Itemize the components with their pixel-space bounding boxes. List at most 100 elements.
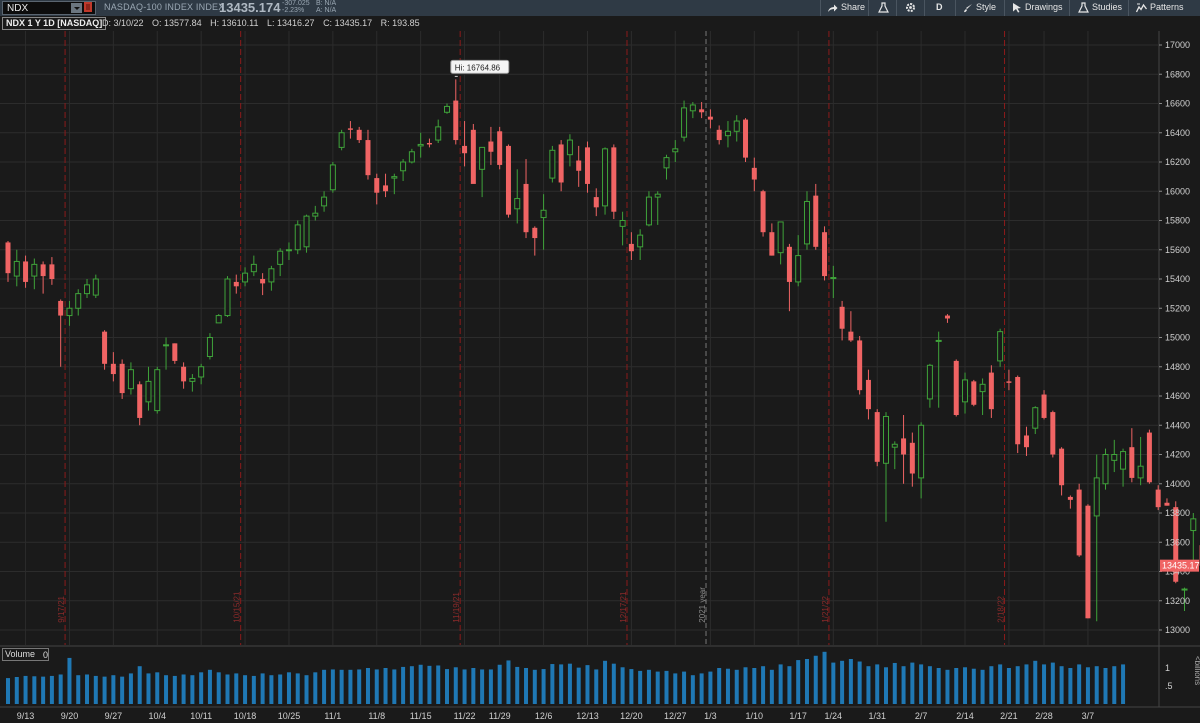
candle-body [979,383,986,393]
volume-bar [286,672,291,704]
candle-body [198,366,205,378]
volume-bar [260,673,265,704]
studies-button[interactable]: Studies [1078,0,1122,16]
volume-bar [190,675,195,704]
candle-body [523,183,529,233]
symbol-dropdown-icon[interactable] [71,3,82,13]
candle-body [532,227,538,239]
candle-body [347,128,353,130]
volume-bar [524,668,529,704]
volume-bar [497,664,502,704]
candle-body [119,363,125,394]
x-tick-label: 2/7 [915,711,928,721]
date-readout: D: 3/10/22 [102,18,144,28]
candle-body [58,300,64,316]
y-tick-label: 16400 [1165,128,1190,138]
x-tick-label: 1/10 [746,711,764,721]
volume-bar [207,669,212,704]
volume-bar [875,664,880,704]
candle-body [400,161,407,172]
aggregation-button[interactable]: D [936,2,943,12]
candle-body [944,315,950,319]
candle-body [926,364,933,400]
volume-bar [216,672,221,704]
y-tick-label: 14000 [1165,479,1190,489]
volume-bar [23,675,28,704]
cursor-icon [1013,3,1021,13]
candle-body [1111,454,1118,461]
volume-bar [436,665,441,704]
candle-body [1015,376,1021,445]
separator [1004,0,1005,16]
candle-body [962,379,969,403]
candle-body [909,442,915,474]
share-button[interactable]: Share [827,0,865,16]
period-marker-label: 1/21/22 [821,595,830,622]
patterns-label: Patterns [1150,2,1184,12]
volume-bar [840,660,845,704]
price-chart[interactable]: 9/17/21 10/15/21 11/19/21 12/17/21 1/21/22 2/… [0,31,1200,723]
volume-bar [1033,660,1038,704]
candle-body [250,263,257,273]
drawings-button[interactable]: Drawings [1012,0,1063,16]
volume-bar [567,663,572,704]
candle-body [874,412,880,462]
volume-bar [778,664,783,704]
candle-body [593,197,599,208]
candle-body [901,438,907,455]
last-price-label: 13435.17 [1162,561,1200,571]
volume-bar [717,668,722,704]
separator [924,0,925,16]
x-tick-label: 10/11 [190,711,212,721]
x-tick-label: 12/6 [535,711,553,721]
candle-body [268,268,275,283]
year-marker-label: 2021 year [698,587,707,623]
y-tick-label: 15200 [1165,303,1190,313]
x-tick-label: 9/13 [17,711,35,721]
candle-body [760,191,766,233]
volume-bar [418,664,423,704]
candle-body [453,100,459,141]
high-readout: H: 13610.11 [210,18,259,28]
volume-bar [945,669,950,704]
candle-body [733,120,740,132]
volume-bar [93,675,98,704]
volume-label[interactable]: Volume 0 [2,648,49,661]
symbol-input[interactable]: NDX [2,1,96,15]
volume-bar [322,669,327,704]
volume-bar [1006,668,1011,704]
volume-bar [383,668,388,704]
candle-body [558,144,564,183]
candle-body [724,130,731,137]
patterns-button[interactable]: Patterns [1136,0,1184,16]
y-tick-label: 14600 [1165,391,1190,401]
settings-button[interactable] [905,0,919,16]
x-tick-label: 10/25 [278,711,301,721]
candle-body [1137,465,1144,479]
candle-body [488,141,494,152]
y-tick-label: 16000 [1165,186,1190,196]
flask-button[interactable] [878,0,892,16]
candle-body [462,145,468,154]
candle-body [294,224,301,251]
flag-icon[interactable] [84,2,92,12]
volume-bar [822,651,827,704]
candle-body [540,209,547,219]
low-readout: L: 13416.27 [267,18,315,28]
chart-symbol-label[interactable]: NDX 1 Y 1D [NASDAQ] [2,17,107,30]
volume-bar [646,669,651,704]
x-tick-label: 1/3 [704,711,717,721]
y-tick-label: 16800 [1165,69,1190,79]
flask-icon [878,2,889,13]
volume-bar [295,673,300,704]
candle-body [839,306,845,329]
volume-bar [971,668,976,704]
volume-bar [954,668,959,704]
candle-body [181,366,187,382]
volume-value: 0 [43,650,49,660]
style-button[interactable]: Style [963,0,996,16]
candle-body [321,196,328,207]
volume-bar [120,676,125,704]
candle-body [1190,518,1197,532]
volume-bar [339,669,344,704]
